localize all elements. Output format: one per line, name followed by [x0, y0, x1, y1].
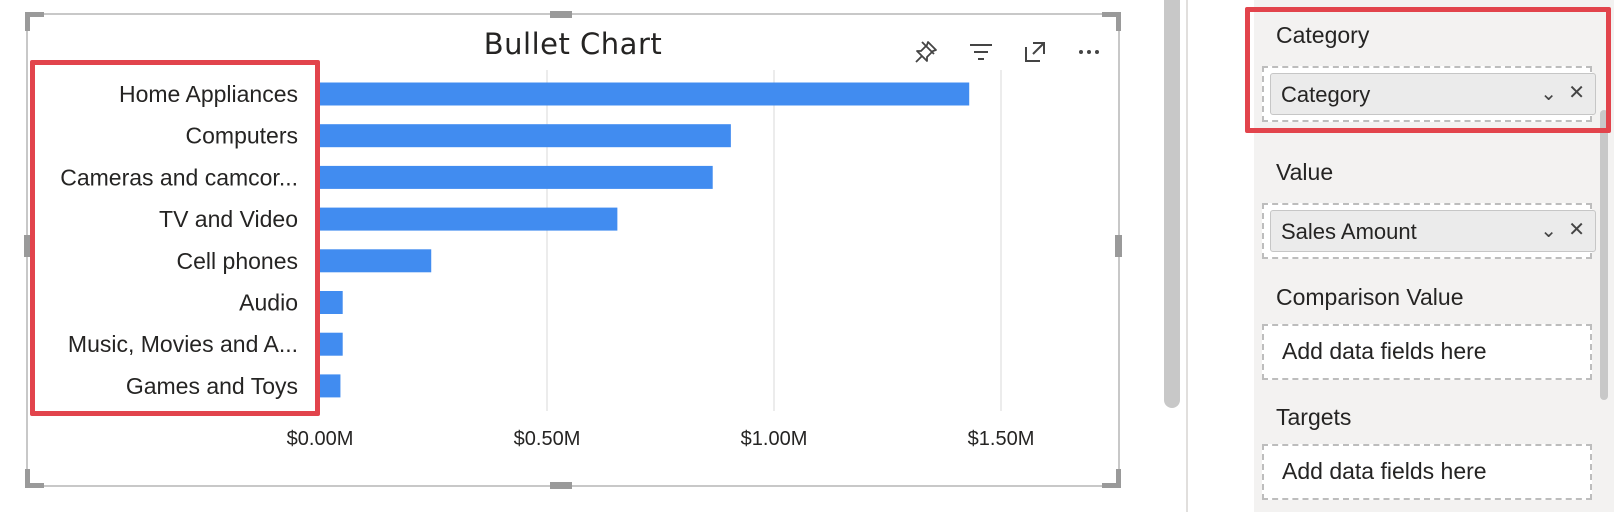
- category-label: Cell phones: [177, 248, 298, 274]
- close-icon[interactable]: ✕: [1568, 219, 1585, 241]
- canvas-scrollbar[interactable]: [1164, 0, 1180, 408]
- well-category[interactable]: Category ⌄ ✕: [1262, 66, 1596, 122]
- bar[interactable]: [320, 249, 432, 273]
- bar[interactable]: [320, 374, 341, 398]
- dropzone-placeholder: Add data fields here: [1282, 458, 1487, 484]
- field-pill-sales-amount[interactable]: Sales Amount ⌄ ✕: [1270, 210, 1596, 252]
- well-title-targets: Targets: [1276, 404, 1352, 430]
- bar[interactable]: [320, 291, 343, 314]
- resize-handle-left[interactable]: [24, 235, 31, 257]
- category-label: Music, Movies and A...: [68, 331, 298, 357]
- category-label: Home Appliances: [119, 81, 298, 107]
- field-pill-label: Sales Amount: [1281, 219, 1417, 244]
- resize-handle-bottom-left[interactable]: [25, 469, 44, 488]
- pane-divider: [1186, 0, 1188, 512]
- category-label: Cameras and camcor...: [60, 164, 298, 190]
- well-title-value: Value: [1276, 159, 1334, 185]
- field-pill-category[interactable]: Category ⌄ ✕: [1270, 73, 1596, 115]
- bar[interactable]: [320, 207, 618, 231]
- well-value[interactable]: Sales Amount ⌄ ✕: [1262, 203, 1596, 259]
- category-well-highlight: [1245, 7, 1611, 133]
- bar[interactable]: [320, 332, 343, 356]
- resize-handle-right[interactable]: [1115, 235, 1122, 257]
- well-targets-dropzone[interactable]: Add data fields here: [1262, 444, 1592, 500]
- bar[interactable]: [320, 165, 713, 189]
- bar[interactable]: [320, 82, 970, 106]
- resize-handle-top[interactable]: [550, 11, 572, 18]
- field-pill-label: Category: [1281, 82, 1371, 107]
- well-title-comparison: Comparison Value: [1276, 284, 1464, 310]
- category-labels-highlight: [30, 60, 320, 416]
- resize-handle-top-right[interactable]: [1102, 12, 1121, 31]
- x-tick-label: $0.50M: [514, 428, 581, 450]
- well-title-category: Category: [1276, 22, 1370, 48]
- well-comparison-dropzone[interactable]: Add data fields here: [1262, 324, 1592, 380]
- resize-handle-bottom[interactable]: [550, 482, 572, 489]
- field-wells-pane: Category Category ⌄ ✕ Value Sales Amount…: [1254, 0, 1614, 512]
- x-tick-label: $1.50M: [968, 428, 1035, 450]
- pane-gap: [1188, 0, 1254, 512]
- bullet-chart-visual[interactable]: Bullet Chart $0.00M $0.50M $1.00M $1.50M Hom…: [24, 11, 1122, 489]
- chevron-down-icon[interactable]: ⌄: [1540, 83, 1557, 105]
- category-label: Computers: [186, 123, 298, 149]
- x-tick-label: $0.00M: [287, 428, 354, 450]
- dropzone-placeholder: Add data fields here: [1282, 338, 1487, 364]
- resize-handle-bottom-right[interactable]: [1102, 469, 1121, 488]
- more-options-icon[interactable]: [1074, 37, 1104, 67]
- pin-icon[interactable]: [911, 37, 941, 67]
- filter-icon[interactable]: [966, 37, 996, 67]
- category-label: Games and Toys: [126, 373, 298, 399]
- bar[interactable]: [320, 124, 731, 148]
- chart-title: Bullet Chart: [483, 27, 663, 61]
- focus-mode-icon[interactable]: [1020, 37, 1050, 67]
- pane-scrollbar[interactable]: [1600, 110, 1608, 400]
- chevron-down-icon[interactable]: ⌄: [1540, 220, 1557, 242]
- category-label: TV and Video: [159, 206, 298, 232]
- category-label: Audio: [239, 290, 298, 316]
- x-tick-label: $1.00M: [741, 428, 808, 450]
- chart-plot-area: $0.00M $0.50M $1.00M $1.50M Home Appliances C…: [60, 70, 1035, 450]
- close-icon[interactable]: ✕: [1568, 82, 1585, 104]
- resize-handle-top-left[interactable]: [25, 12, 44, 31]
